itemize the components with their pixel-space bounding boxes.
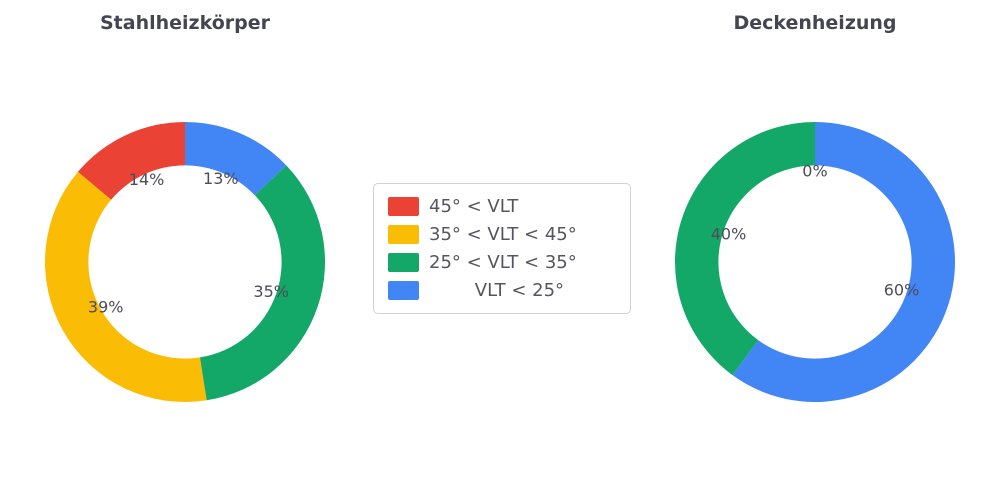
pie-slice [675, 122, 815, 376]
chart-title-deckenheizung: Deckenheizung [733, 12, 897, 34]
pie-slice [199, 165, 326, 401]
pie-slice [185, 121, 287, 196]
legend-swatch [388, 281, 419, 301]
legend: 45° < VLT 35° < VLT < 45° 25° < VLT < 35° … [373, 183, 631, 314]
slice-percentage-label: 40% [711, 225, 747, 244]
legend-swatch [388, 196, 419, 216]
pie-slice [77, 122, 185, 200]
legend-item: 45° < VLT [388, 196, 616, 217]
legend-item: 25° < VLT < 35° [388, 252, 616, 273]
pie-slice [44, 171, 207, 403]
legend-swatch [388, 224, 419, 244]
slice-percentage-label: 0% [802, 162, 827, 181]
slice-percentage-label: 13% [203, 169, 239, 188]
legend-item: VLT < 25° [388, 280, 616, 301]
slice-percentage-label: 14% [129, 170, 165, 189]
legend-swatch [388, 253, 419, 273]
slice-percentage-label: 35% [253, 282, 289, 301]
legend-item-label: 45° < VLT [429, 195, 519, 217]
legend-item-label: 35° < VLT < 45° [429, 223, 577, 245]
slice-percentage-label: 39% [88, 297, 124, 316]
pie-slice [732, 122, 956, 403]
donut-chart-stahlheizkoerper: 14% 39% 35% 13% [44, 121, 326, 403]
legend-item-label: 25° < VLT < 35° [429, 252, 577, 274]
slice-percentage-label: 60% [884, 281, 920, 300]
chart-title-stahlheizkoerper: Stahlheizkörper [99, 12, 271, 34]
donut-chart-deckenheizung: 0% 40% 60% [675, 122, 956, 403]
legend-item: 35° < VLT < 45° [388, 224, 616, 245]
legend-item-label: VLT < 25° [429, 280, 565, 302]
